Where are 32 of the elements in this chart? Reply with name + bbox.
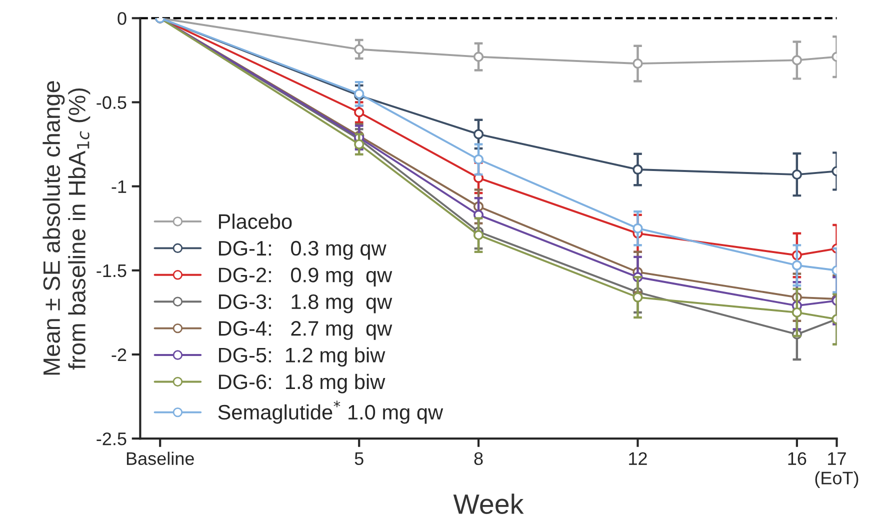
point bbox=[632, 223, 643, 234]
point bbox=[473, 52, 484, 62]
legend-label: DG-1: 0.3 mg qw bbox=[218, 240, 386, 260]
y-tick-label: -1 bbox=[112, 180, 126, 193]
legend-label: DG-6: 1.8 mg biw bbox=[218, 374, 386, 394]
x-tick-label: 12 bbox=[629, 452, 647, 465]
x-tick-label: 5 bbox=[354, 452, 364, 466]
point bbox=[632, 58, 643, 69]
x-tick-label: 8 bbox=[474, 452, 483, 466]
y-tick-label: -2 bbox=[112, 348, 126, 362]
y-tick-label: -2.5 bbox=[96, 432, 126, 446]
legend-label: Semaglutide$^{*}$ 1.0 mg qw bbox=[218, 400, 444, 424]
legend-label: DG-2: 0.9 mg qw bbox=[218, 268, 392, 286]
point bbox=[792, 169, 802, 180]
y-tick-label: -1.5 bbox=[96, 264, 126, 278]
y-axis-title: Mean ± SE absolute change from baseline in HbA$_{1c}$ (%) bbox=[42, 81, 90, 375]
point bbox=[354, 107, 364, 118]
point bbox=[632, 164, 643, 175]
y-tick-label: -0.5 bbox=[96, 96, 126, 109]
x-tick-label: Baseline bbox=[126, 452, 194, 466]
point bbox=[354, 44, 364, 54]
legend-label: DG-5: 1.2 mg biw bbox=[218, 347, 386, 367]
x-tick-label: 17 (EoT) bbox=[815, 452, 858, 488]
y-tick-label: 0 bbox=[118, 12, 126, 25]
point bbox=[473, 129, 484, 140]
legend-label: DG-4: 2.7 mg qw bbox=[218, 321, 392, 340]
legend-label: DG-3: 1.8 mg qw bbox=[218, 294, 392, 314]
x-tick-label: 16 bbox=[788, 452, 806, 466]
x-axis-title: Week bbox=[453, 494, 524, 514]
legend-label: Placebo bbox=[218, 214, 292, 229]
point bbox=[792, 260, 802, 270]
point bbox=[792, 55, 802, 66]
